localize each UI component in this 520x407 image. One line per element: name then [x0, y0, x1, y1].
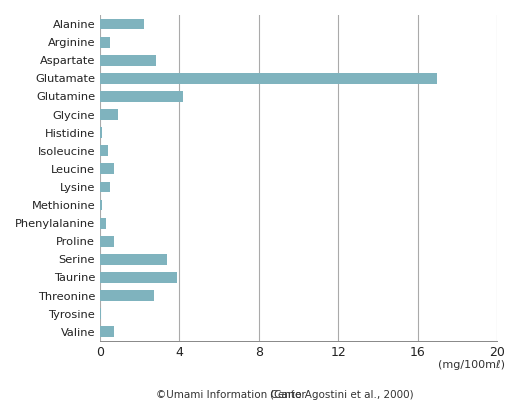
Bar: [100, 182, 110, 193]
Bar: [100, 127, 102, 138]
Bar: [100, 199, 102, 210]
Bar: [100, 164, 114, 174]
Bar: [100, 145, 108, 156]
Bar: [100, 19, 144, 29]
Text: (mg/100mℓ): (mg/100mℓ): [438, 360, 505, 370]
Bar: [100, 73, 437, 84]
Bar: [100, 55, 155, 66]
Bar: [100, 308, 101, 319]
Bar: [100, 290, 153, 301]
Bar: [100, 272, 177, 283]
Text: ©Umami Information Center: ©Umami Information Center: [156, 390, 306, 400]
Bar: [100, 91, 184, 102]
Bar: [100, 236, 114, 247]
Text: (Cario Agostini et al., 2000): (Cario Agostini et al., 2000): [270, 390, 414, 400]
Bar: [100, 326, 114, 337]
Bar: [100, 254, 167, 265]
Bar: [100, 109, 118, 120]
Bar: [100, 37, 110, 48]
Bar: [100, 218, 106, 229]
